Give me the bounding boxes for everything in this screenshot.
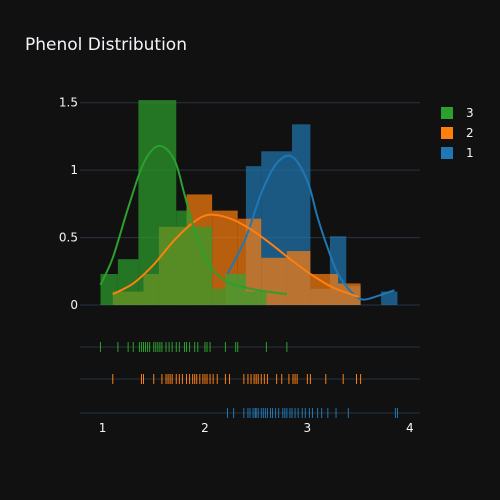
histogram-bar-series-3[interactable] — [189, 226, 213, 305]
legend-swatch — [441, 147, 453, 159]
kde-curve-series-1[interactable] — [226, 154, 395, 301]
legend-item-1[interactable]: 1 — [441, 146, 474, 160]
histogram-bar-series-2[interactable] — [286, 251, 311, 305]
x-tick-label: 4 — [406, 421, 414, 435]
legend[interactable]: 3 2 1 — [441, 106, 474, 160]
histogram-bar-series-3[interactable] — [225, 273, 246, 305]
legend-label: 3 — [466, 106, 474, 120]
histogram-bar-series-3[interactable] — [176, 210, 190, 305]
histogram-bar-series-1[interactable] — [381, 291, 398, 305]
legend-swatch — [441, 127, 453, 139]
legend-label: 2 — [466, 126, 474, 140]
histogram-bar-series-3[interactable] — [100, 273, 118, 305]
rug-plots — [99, 342, 398, 418]
kde-curves — [99, 144, 395, 301]
y-tick-label: 1 — [70, 163, 78, 177]
x-tick-label: 1 — [99, 421, 107, 435]
kde-curve-series-3[interactable] — [99, 144, 287, 296]
y-tick-label: 0 — [70, 298, 78, 312]
x-tick-label: 2 — [201, 421, 209, 435]
histogram-bar-series-2[interactable] — [310, 273, 339, 305]
y-tick-label: 0.5 — [59, 231, 78, 245]
legend-item-3[interactable]: 3 — [441, 106, 474, 120]
legend-swatch — [441, 107, 453, 119]
axis-ticks: 0 0.5 1 1.5 1 2 3 4 — [59, 96, 414, 435]
legend-item-2[interactable]: 2 — [441, 126, 474, 140]
chart-title: Phenol Distribution — [25, 35, 187, 55]
histogram-bar-series-3[interactable] — [245, 291, 267, 305]
kde-curve-series-2[interactable] — [112, 213, 359, 298]
histogram-bar-series-3[interactable] — [212, 288, 226, 305]
y-tick-label: 1.5 — [59, 96, 78, 110]
x-tick-label: 3 — [304, 421, 312, 435]
histogram-bar-series-3[interactable] — [117, 259, 139, 305]
legend-label: 1 — [466, 146, 474, 160]
histogram-bar-series-3[interactable] — [138, 100, 177, 305]
